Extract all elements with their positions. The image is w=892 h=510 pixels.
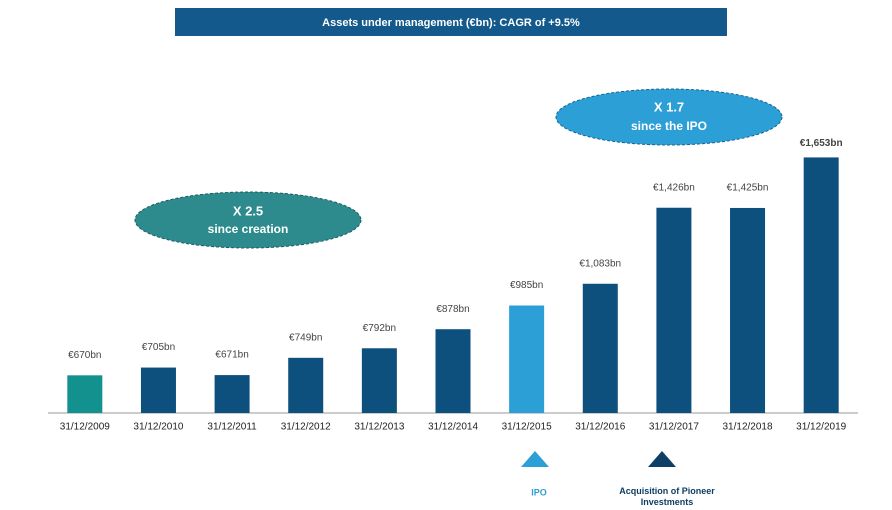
event-label: Acquisition of Pioneer Investments (619, 486, 715, 507)
x-tick-label: 31/12/2011 (207, 422, 257, 433)
bar (730, 207, 766, 413)
chart-title: Assets under management (€bn): CAGR of +… (322, 17, 580, 29)
value-label: €749bn (289, 332, 322, 343)
bar (582, 283, 618, 413)
value-label: €985bn (510, 280, 543, 291)
bar (509, 305, 545, 413)
value-label: €1,653bn (800, 138, 843, 149)
annotation-text: since the IPO (631, 119, 707, 133)
annotation-ellipse (134, 191, 362, 249)
value-label: €1,425bn (727, 183, 769, 194)
bar (140, 367, 176, 413)
event-label-box: Acquisition of Pioneer Investments (619, 486, 715, 507)
x-tick-label: 31/12/2019 (796, 422, 846, 433)
x-tick-label: 31/12/2017 (649, 422, 699, 433)
x-tick-label: 31/12/2014 (428, 422, 478, 433)
value-label: €671bn (215, 350, 248, 361)
x-tick-label: 31/12/2013 (354, 422, 404, 433)
bar (656, 207, 692, 413)
bar (361, 348, 397, 413)
x-tick-label: 31/12/2009 (60, 422, 110, 433)
value-label: €792bn (363, 323, 396, 334)
annotation-text: X 2.5 (233, 203, 263, 218)
x-tick-label: 31/12/2018 (723, 422, 773, 433)
annotation-text: X 1.7 (654, 99, 684, 114)
value-label: €705bn (142, 342, 175, 353)
value-label: €878bn (436, 304, 469, 315)
bar (288, 357, 324, 413)
x-tick-label: 31/12/2012 (281, 422, 331, 433)
bar (67, 375, 103, 413)
event-label: IPO (531, 487, 547, 497)
value-label: €670bn (68, 350, 101, 361)
annotation-text: since creation (208, 222, 289, 236)
x-tick-label: 31/12/2010 (133, 422, 183, 433)
bar (435, 329, 471, 413)
annotation-ellipse (555, 88, 783, 146)
bar (214, 375, 250, 413)
event-marker (648, 451, 676, 467)
x-tick-label: 31/12/2016 (575, 422, 625, 433)
bar (803, 157, 839, 413)
event-marker (521, 451, 549, 467)
value-label: €1,083bn (579, 258, 621, 269)
x-tick-label: 31/12/2015 (502, 422, 552, 433)
title-band (175, 8, 727, 36)
value-label: €1,426bn (653, 182, 695, 193)
